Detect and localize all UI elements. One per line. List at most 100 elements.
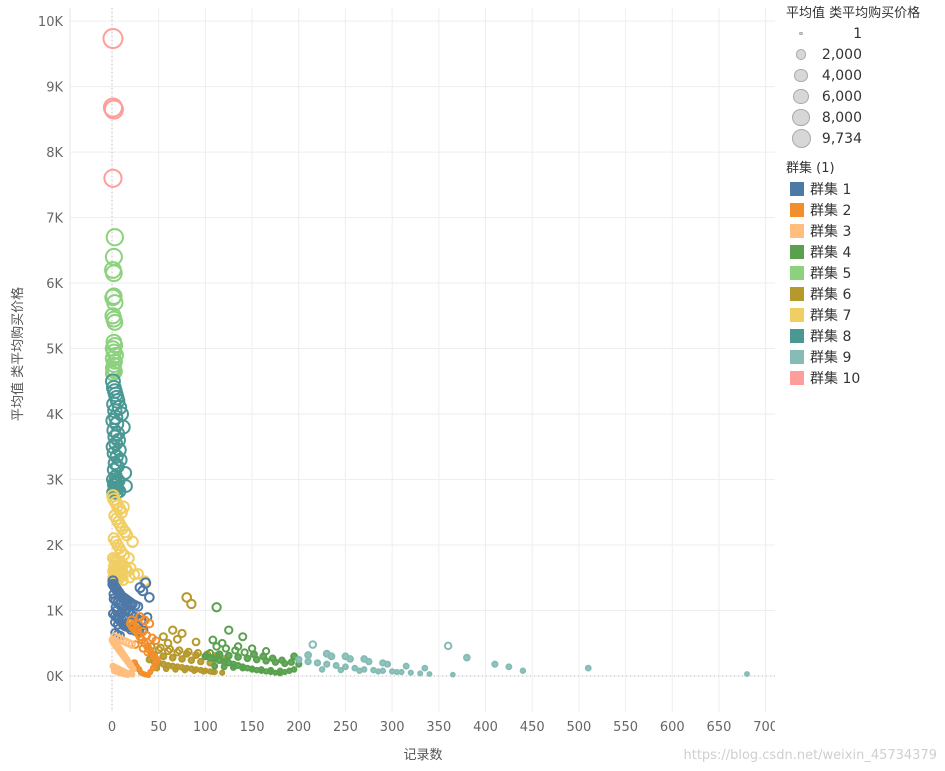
data-point[interactable]: [219, 669, 226, 676]
color-legend-item-3[interactable]: 群集 3: [786, 220, 944, 241]
data-point[interactable]: [294, 655, 303, 664]
data-point[interactable]: [116, 500, 130, 514]
data-point[interactable]: [318, 666, 326, 673]
data-point[interactable]: [193, 649, 202, 658]
data-point[interactable]: [172, 634, 182, 644]
data-point[interactable]: [138, 644, 147, 653]
data-point[interactable]: [337, 666, 345, 674]
data-point[interactable]: [110, 602, 121, 613]
data-point[interactable]: [360, 655, 368, 663]
data-point[interactable]: [106, 363, 123, 380]
data-point[interactable]: [229, 664, 237, 671]
data-point[interactable]: [162, 665, 170, 673]
data-point[interactable]: [211, 602, 222, 613]
data-point[interactable]: [107, 456, 122, 471]
data-point[interactable]: [181, 666, 189, 674]
data-point[interactable]: [276, 667, 284, 674]
data-point[interactable]: [103, 99, 124, 120]
data-point[interactable]: [186, 598, 197, 610]
data-point[interactable]: [304, 651, 313, 659]
data-point[interactable]: [109, 449, 124, 464]
data-point[interactable]: [105, 264, 123, 283]
data-point[interactable]: [356, 667, 363, 674]
data-point[interactable]: [208, 635, 218, 645]
data-point[interactable]: [190, 667, 198, 674]
data-point[interactable]: [224, 651, 233, 660]
data-point[interactable]: [106, 313, 124, 331]
data-point[interactable]: [287, 658, 295, 666]
data-point[interactable]: [140, 577, 152, 589]
color-legend-item-10[interactable]: 群集 10: [786, 367, 944, 388]
data-point[interactable]: [110, 426, 126, 442]
data-point[interactable]: [234, 653, 242, 661]
data-point[interactable]: [107, 429, 123, 445]
data-point[interactable]: [258, 666, 265, 673]
data-point[interactable]: [417, 670, 424, 677]
data-point[interactable]: [240, 648, 249, 657]
data-point[interactable]: [379, 667, 387, 674]
data-point[interactable]: [224, 625, 234, 635]
data-point[interactable]: [278, 656, 286, 665]
data-point[interactable]: [341, 652, 350, 661]
data-point[interactable]: [393, 668, 400, 676]
data-point[interactable]: [505, 663, 513, 671]
data-point[interactable]: [117, 574, 129, 586]
color-legend-item-5[interactable]: 群集 5: [786, 262, 944, 283]
data-point[interactable]: [211, 662, 219, 670]
data-point[interactable]: [351, 664, 359, 672]
data-point[interactable]: [209, 668, 216, 676]
data-point[interactable]: [159, 652, 168, 661]
data-point[interactable]: [491, 660, 499, 668]
data-point[interactable]: [103, 168, 123, 188]
data-point[interactable]: [290, 666, 298, 673]
data-point[interactable]: [129, 671, 136, 678]
data-point[interactable]: [163, 638, 173, 648]
data-point[interactable]: [217, 638, 227, 648]
data-point[interactable]: [126, 535, 139, 548]
data-point[interactable]: [200, 668, 207, 675]
data-point[interactable]: [407, 669, 414, 676]
data-point[interactable]: [262, 647, 271, 656]
data-point[interactable]: [124, 572, 136, 584]
data-point[interactable]: [175, 646, 184, 655]
data-point[interactable]: [304, 657, 312, 666]
data-point[interactable]: [449, 671, 456, 678]
data-point[interactable]: [272, 669, 279, 676]
data-point[interactable]: [106, 294, 124, 312]
data-point[interactable]: [215, 650, 224, 659]
data-point[interactable]: [233, 642, 243, 651]
data-point[interactable]: [102, 28, 124, 50]
color-legend-item-6[interactable]: 群集 6: [786, 283, 944, 304]
data-point[interactable]: [462, 653, 471, 662]
data-point[interactable]: [144, 618, 155, 629]
data-point[interactable]: [172, 666, 179, 673]
data-point[interactable]: [308, 640, 318, 649]
data-point[interactable]: [133, 601, 144, 612]
data-point[interactable]: [177, 628, 187, 638]
data-point[interactable]: [443, 641, 453, 651]
color-legend-item-9[interactable]: 群集 9: [786, 346, 944, 367]
data-point[interactable]: [144, 592, 155, 603]
data-point[interactable]: [243, 654, 252, 663]
color-legend-item-7[interactable]: 群集 7: [786, 304, 944, 325]
data-point[interactable]: [268, 654, 277, 663]
data-point[interactable]: [426, 671, 433, 677]
data-point[interactable]: [388, 668, 396, 675]
data-point[interactable]: [267, 666, 275, 674]
data-point[interactable]: [168, 625, 178, 635]
data-point[interactable]: [744, 671, 750, 677]
data-point[interactable]: [184, 647, 193, 656]
data-point[interactable]: [206, 649, 215, 658]
data-point[interactable]: [584, 664, 592, 672]
data-point[interactable]: [158, 632, 168, 642]
data-point[interactable]: [151, 636, 161, 646]
data-point[interactable]: [421, 664, 429, 672]
data-point[interactable]: [247, 644, 257, 653]
data-point[interactable]: [238, 632, 248, 642]
data-point[interactable]: [156, 643, 165, 653]
data-point[interactable]: [342, 663, 349, 671]
color-legend-item-1[interactable]: 群集 1: [786, 178, 944, 199]
data-point[interactable]: [191, 637, 201, 647]
data-point[interactable]: [322, 649, 331, 658]
data-point[interactable]: [178, 655, 186, 663]
